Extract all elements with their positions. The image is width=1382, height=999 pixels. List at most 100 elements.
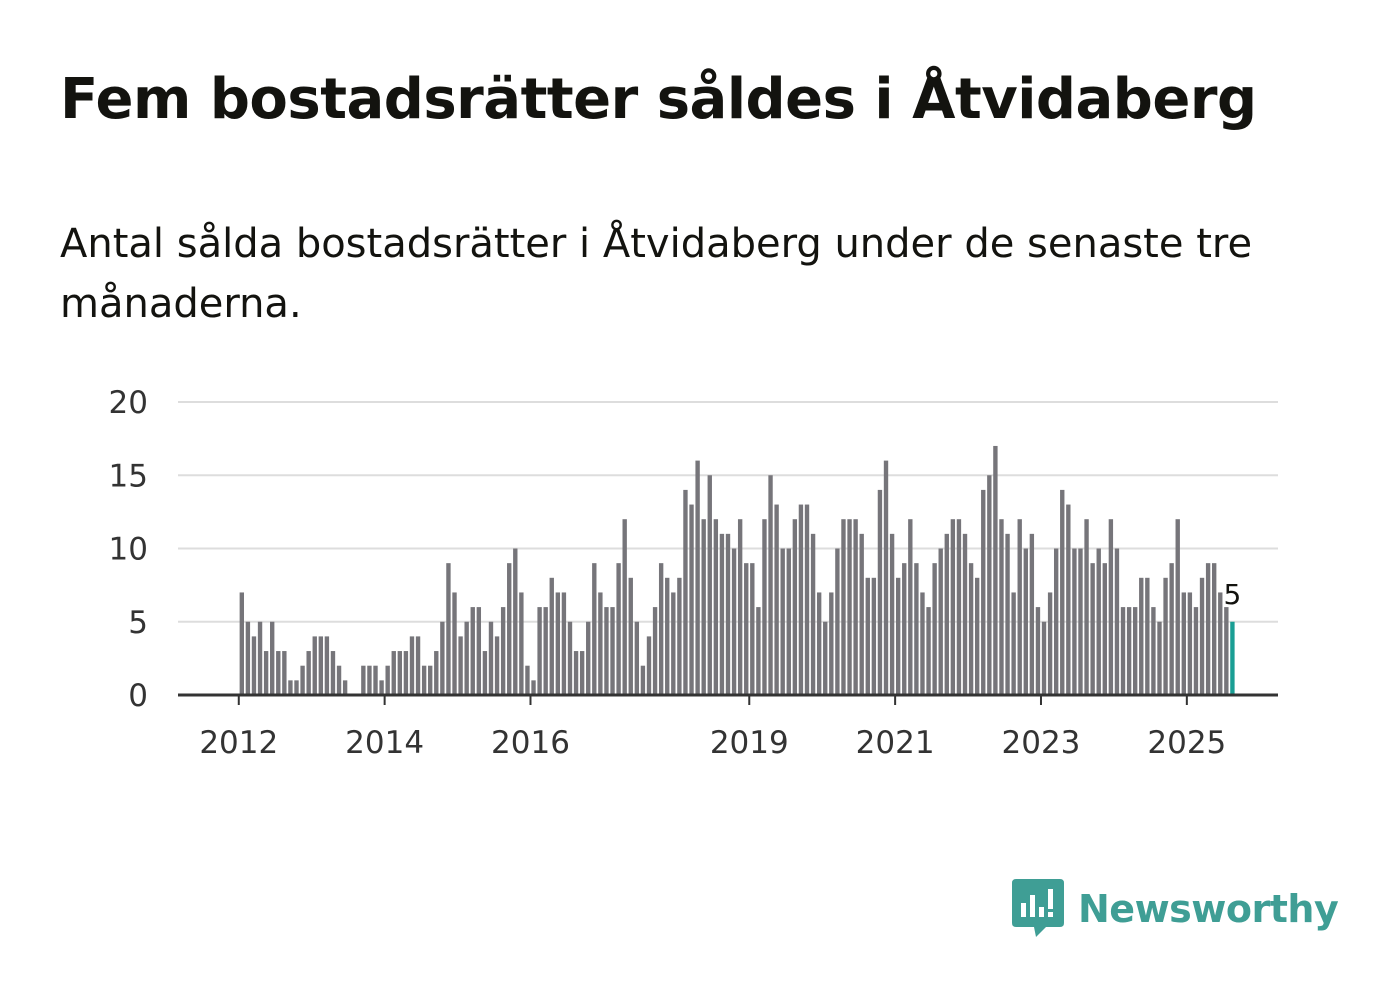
- x-tick-label: 2016: [491, 725, 570, 761]
- bar: [282, 651, 287, 695]
- bars: [239, 445, 1235, 695]
- bar: [1108, 519, 1114, 695]
- bar: [816, 592, 822, 695]
- bar: [336, 665, 342, 695]
- chart-subtitle: Antal sålda bostadsrätter i Åtvidaberg u…: [60, 221, 1253, 327]
- bar: [689, 504, 694, 695]
- bar: [622, 519, 627, 695]
- bar: [1126, 607, 1132, 695]
- x-tick-label: 2021: [856, 725, 935, 761]
- bar: [810, 533, 816, 695]
- y-tick-label: 15: [109, 458, 148, 494]
- bar: [561, 592, 567, 695]
- bar: [306, 651, 311, 695]
- bar: [756, 607, 761, 695]
- bar: [731, 548, 737, 695]
- bar: [841, 519, 846, 695]
- bar: [859, 533, 864, 695]
- bar: [938, 548, 943, 695]
- bar: [586, 621, 591, 695]
- bar: [312, 636, 317, 695]
- bar: [1084, 519, 1089, 695]
- bar: [1187, 592, 1193, 695]
- bar: [926, 607, 931, 695]
- bar: [987, 475, 992, 695]
- bar: [1060, 489, 1065, 695]
- bar: [768, 475, 773, 695]
- bar: [683, 489, 688, 695]
- labels: 0 5 10 15 20 2012 2014 2016 2019 2021 2023 2025 5: [109, 385, 1242, 761]
- bar: [458, 636, 463, 695]
- bar: [507, 563, 512, 695]
- bar: [750, 563, 755, 695]
- bar: [744, 563, 749, 695]
- bar: [823, 621, 828, 695]
- bar: [1096, 548, 1101, 695]
- bar: [968, 563, 974, 695]
- bar: [324, 636, 330, 695]
- bar: [452, 592, 457, 695]
- bar: [276, 651, 281, 695]
- bar: [1145, 577, 1150, 695]
- x-tick-label: 2012: [199, 725, 278, 761]
- bar: [330, 651, 336, 695]
- bar: [950, 519, 956, 695]
- bar: [342, 680, 348, 695]
- bar: [835, 548, 840, 695]
- bar: [1102, 563, 1107, 695]
- bar: [1078, 548, 1083, 695]
- bar: [713, 519, 719, 695]
- axes: [178, 693, 1278, 705]
- bar: [1132, 607, 1138, 695]
- bar: [658, 563, 664, 695]
- bar: [525, 665, 530, 695]
- bar: [263, 651, 269, 695]
- bar: [555, 592, 561, 695]
- bar: [999, 519, 1004, 695]
- bar: [434, 651, 439, 695]
- bar: [604, 607, 609, 695]
- y-tick-label: 20: [109, 385, 148, 421]
- bar: [944, 533, 949, 695]
- bar: [1181, 592, 1186, 695]
- bar: [488, 621, 494, 695]
- bar: [902, 563, 907, 695]
- bar-highlight: [1230, 621, 1235, 695]
- bar: [1053, 548, 1059, 695]
- brand-name: Newsworthy: [1078, 887, 1339, 931]
- bar: [786, 548, 791, 695]
- bar: [1199, 577, 1205, 695]
- bar: [725, 533, 731, 695]
- bar: [421, 665, 427, 695]
- bar: [391, 651, 396, 695]
- bar: [719, 533, 725, 695]
- bar: [1047, 592, 1053, 695]
- bar: [1114, 548, 1120, 695]
- bar: [537, 607, 542, 695]
- bar: [1205, 563, 1211, 695]
- bar: [1029, 533, 1035, 695]
- bar: [300, 665, 305, 695]
- bar: [567, 621, 573, 695]
- bar: [470, 607, 475, 695]
- bar: [373, 665, 378, 695]
- bar: [397, 651, 403, 695]
- bar: [1224, 607, 1229, 695]
- bar: [920, 592, 925, 695]
- bar: [513, 548, 518, 695]
- newsworthy-logo-icon: [1012, 879, 1064, 937]
- y-tick-label: 10: [109, 532, 148, 568]
- chart-title: Fem bostadsrätter såldes i Åtvidaberg: [60, 67, 1257, 132]
- bar: [792, 519, 798, 695]
- bar: [239, 592, 244, 695]
- bar: [482, 651, 488, 695]
- bar: [707, 475, 712, 695]
- bar: [956, 519, 962, 695]
- bar: [245, 621, 251, 695]
- bar: [780, 548, 785, 695]
- bar: [695, 460, 700, 695]
- bar: [865, 577, 870, 695]
- bar: [579, 651, 585, 695]
- bar: [847, 519, 852, 695]
- x-tick-label: 2025: [1147, 725, 1226, 761]
